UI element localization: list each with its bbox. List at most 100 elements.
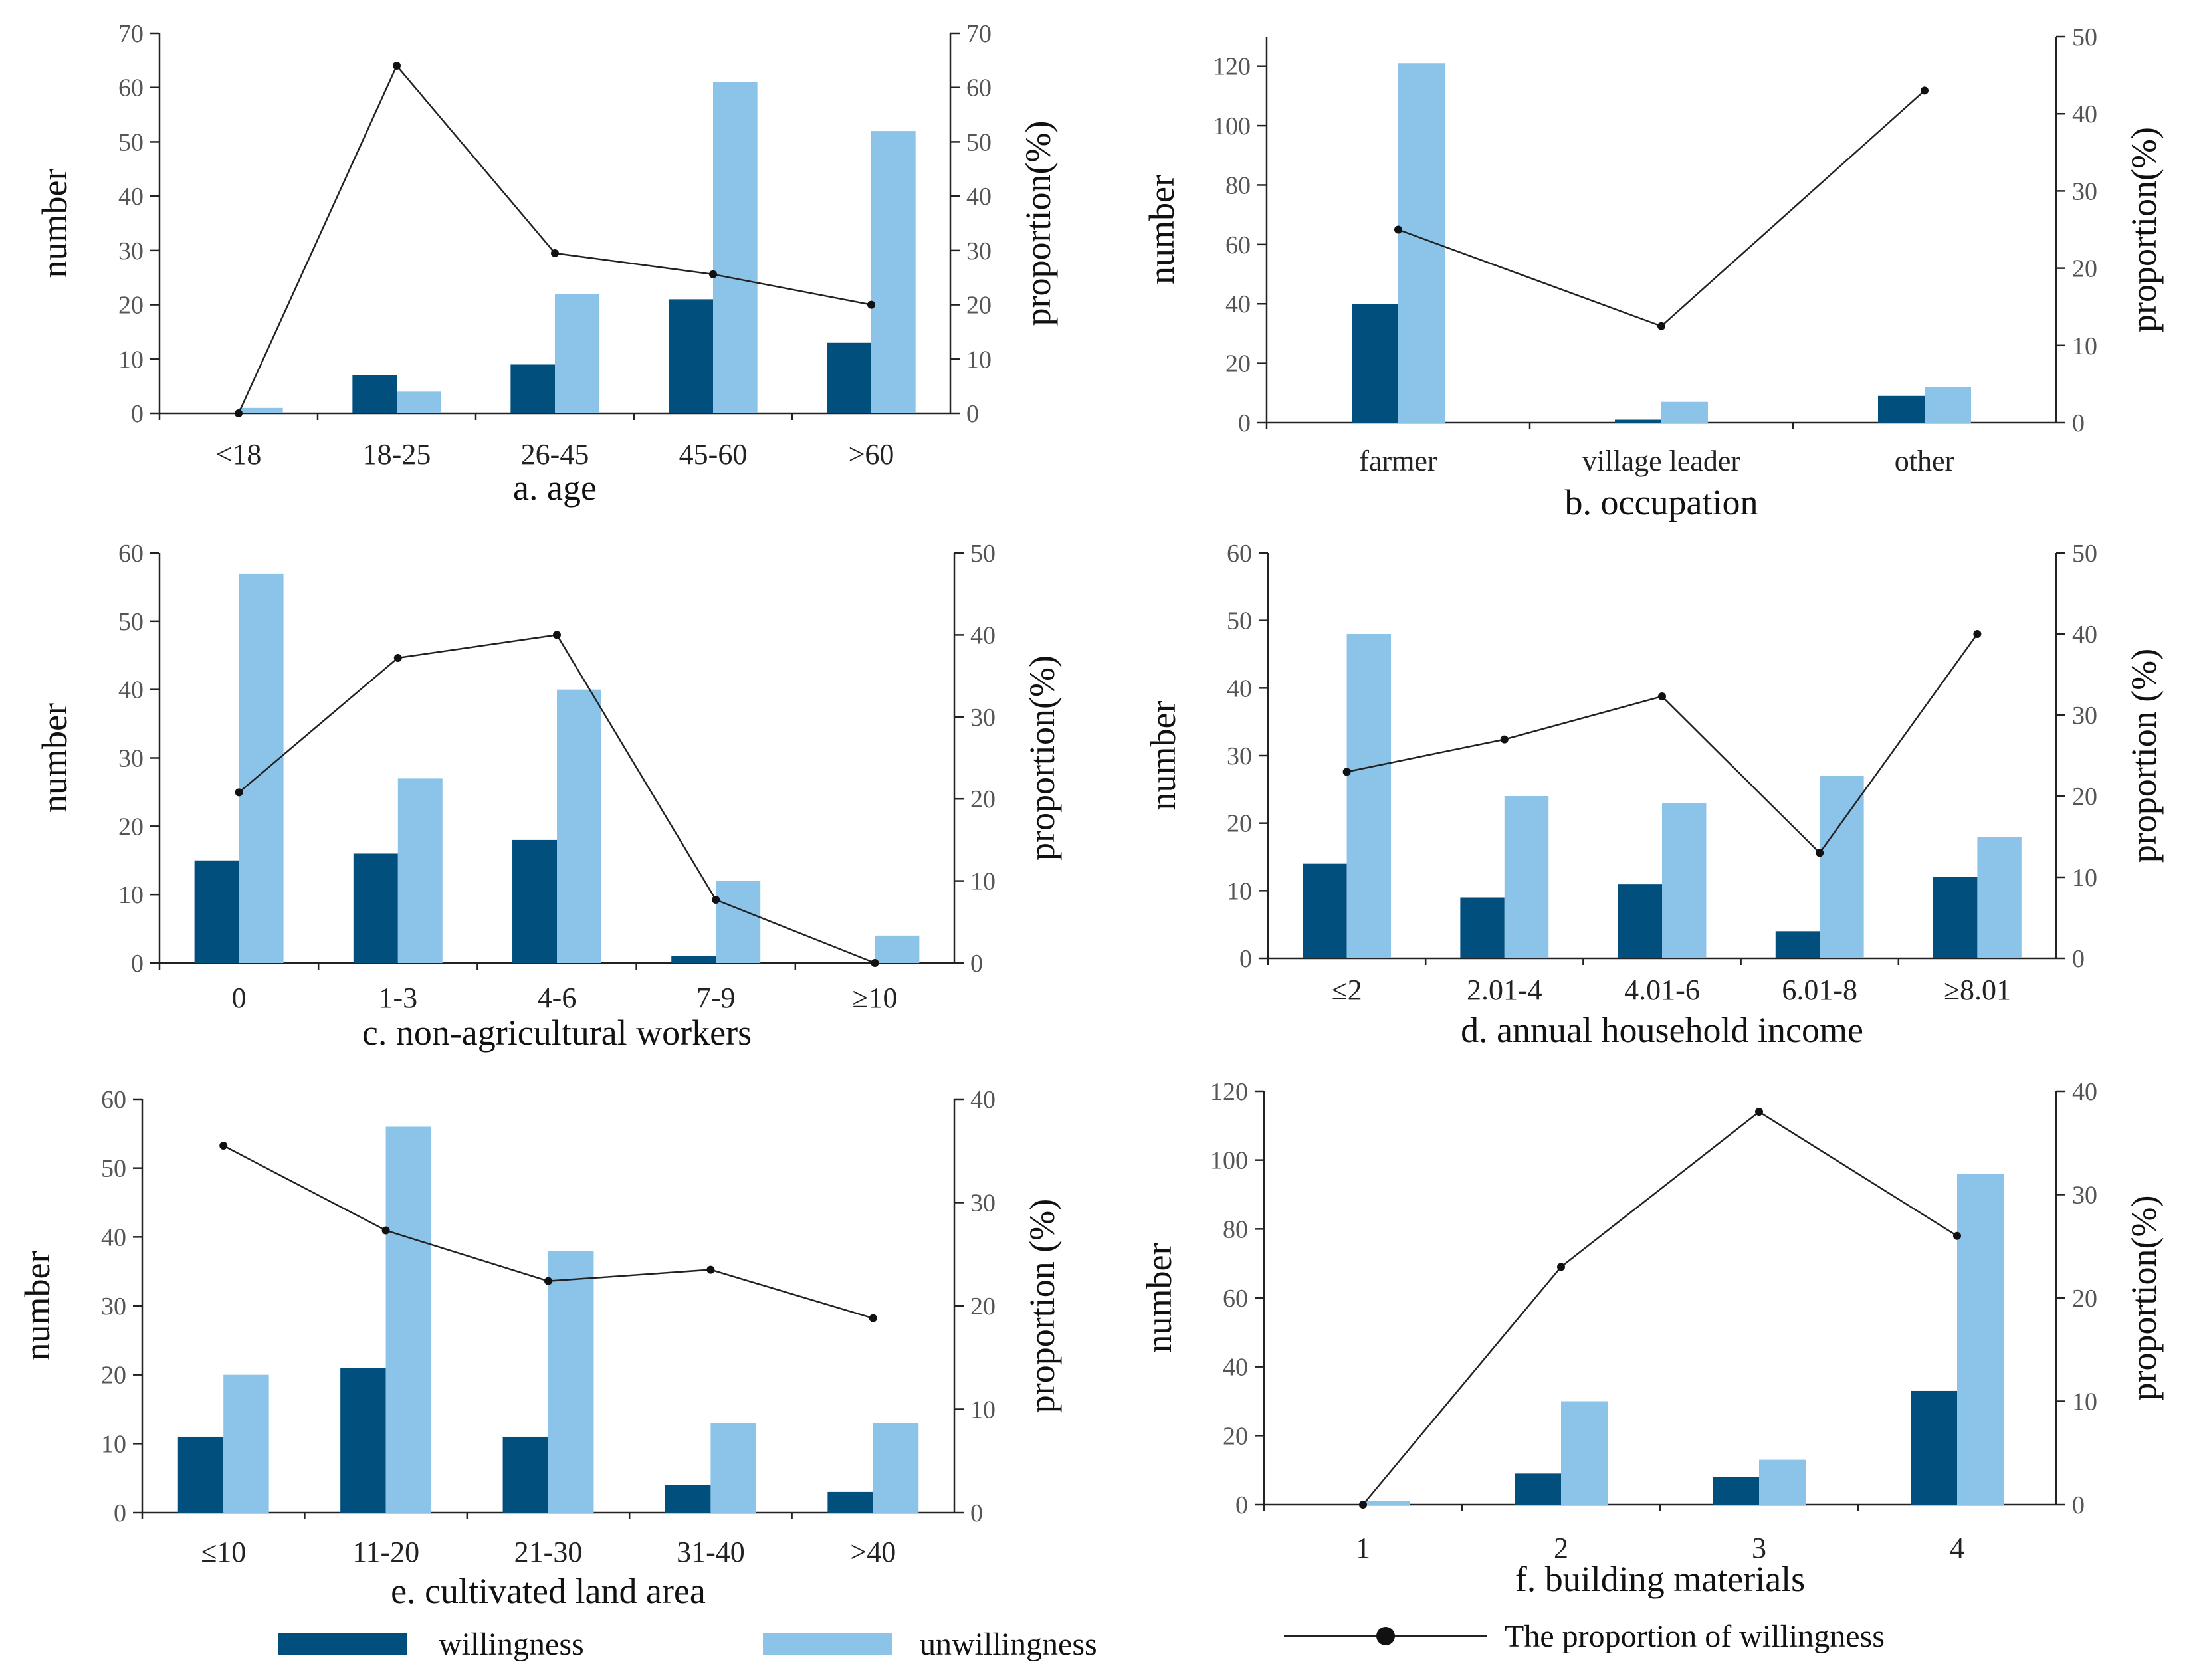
bar-unwillingness [873,1423,919,1513]
left-tick-label: 20 [1223,1422,1248,1450]
proportion-point [1657,322,1665,330]
proportion-point [1953,1231,1961,1240]
left-tick-label: 10 [118,881,144,909]
bar-willingness [1303,863,1347,958]
x-tick-label: 3 [1752,1532,1766,1564]
proportion-point [1921,86,1929,95]
right-tick-label: 30 [970,1190,996,1217]
left-tick-label: 40 [118,677,144,704]
bar-unwillingness [1661,401,1708,423]
proportion-point [709,270,717,278]
bar-unwillingness [875,935,920,963]
right-tick-label: 40 [970,621,996,649]
x-tick-label: ≥8.01 [1944,974,2011,1006]
bar-willingness [1460,897,1505,958]
x-tick-label: 2 [1554,1532,1568,1564]
bar-unwillingness [239,407,283,413]
proportion-point [1973,630,1982,638]
right-tick-label: 20 [970,1293,996,1320]
bar-unwillingness [223,1374,269,1513]
bar-willingness [671,956,716,963]
left-tick-label: 10 [118,346,144,373]
left-tick-label: 60 [1225,231,1251,259]
proportion-point [551,249,559,257]
x-tick-label: ≤2 [1332,974,1362,1006]
x-tick-label: <18 [216,438,262,471]
proportion-point [393,62,401,70]
right-tick-label: 0 [970,950,983,978]
left-tick-label: 30 [101,1293,126,1320]
right-tick-label: 30 [2072,702,2097,730]
bar-unwillingness [548,1251,594,1513]
x-tick-label: 1-3 [378,982,417,1014]
x-tick-label: 4 [1950,1532,1964,1564]
left-tick-label: 30 [118,237,144,265]
legend-proportion-label: The proportion of willingness [1505,1619,1885,1654]
proportion-point [1816,849,1824,857]
right-tick-label: 0 [970,1499,983,1527]
bar-willingness [1352,304,1398,423]
right-tick-label: 0 [2072,409,2085,437]
bar-unwillingness [397,778,443,963]
left-tick-label: 50 [101,1155,126,1183]
panel-caption: c. non-agricultural workers [362,1013,752,1053]
legend-unwillingness-label: unwillingness [920,1627,1097,1662]
left-tick-label: 30 [118,745,144,773]
right-tick-label: 50 [2072,23,2097,51]
bar-unwillingness [555,294,599,413]
bar-willingness [502,1436,548,1513]
x-tick-label: 4-6 [538,982,577,1014]
x-tick-label: 26-45 [521,438,589,471]
right-tick-label: 30 [2072,177,2097,205]
bar-willingness [177,1436,224,1513]
panel-caption: e. cultivated land area [391,1571,706,1611]
left-axis-title: number [17,1251,57,1361]
right-tick-label: 30 [970,704,996,732]
bar-unwillingness [1561,1401,1608,1505]
left-axis-title: number [1143,701,1183,811]
legend-proportion-marker [1376,1627,1395,1645]
bar-unwillingness [713,82,758,414]
right-tick-label: 60 [966,74,992,102]
x-tick-label: ≤10 [201,1536,246,1568]
proportion-point [1342,768,1351,776]
x-tick-label: 21-30 [514,1536,583,1568]
right-tick-label: 70 [966,20,992,48]
right-tick-label: 30 [966,237,992,265]
left-tick-label: 40 [1227,675,1252,702]
bar-unwillingness [871,131,916,414]
right-tick-label: 0 [2072,1491,2085,1519]
bar-unwillingness [1363,1501,1410,1505]
left-tick-label: 0 [131,950,144,978]
right-tick-label: 50 [2072,540,2097,568]
bar-willingness [827,1491,873,1513]
bar-unwillingness [1504,796,1549,958]
right-axis-title: proportion (%) [2124,649,2164,863]
legend-willingness-label: willingness [439,1627,584,1662]
bar-willingness [669,299,713,413]
bar-unwillingness [1925,387,1971,423]
left-tick-label: 120 [1213,53,1251,81]
bar-unwillingness [385,1126,432,1513]
right-tick-label: 20 [966,292,992,320]
proportion-line [1398,90,1925,328]
right-tick-label: 0 [966,400,979,428]
x-tick-label: 7-9 [696,982,736,1014]
panel-b: 0 20 40 60 80 100 120 0 10 20 30 40 50 farmer village … [1142,23,2164,522]
x-tick-label: other [1895,445,1955,477]
proportion-point [235,788,243,797]
x-tick-label: 6.01-8 [1782,974,1857,1006]
left-tick-label: 60 [101,1086,126,1114]
x-tick-label: 11-20 [352,1536,419,1568]
left-tick-label: 50 [118,128,144,156]
left-tick-label: 60 [118,540,144,568]
bar-unwillingness [1346,634,1392,958]
bar-unwillingness [1759,1459,1806,1505]
right-axis-title: proportion(%) [1018,121,1058,326]
panel-e: 0 10 20 30 40 50 60 0 10 20 30 40 ≤10 11-20 21-30 31-40… [17,1086,1062,1611]
left-tick-label: 40 [118,183,144,211]
x-tick-label: 31-40 [677,1536,745,1568]
bar-willingness [1515,1473,1561,1505]
